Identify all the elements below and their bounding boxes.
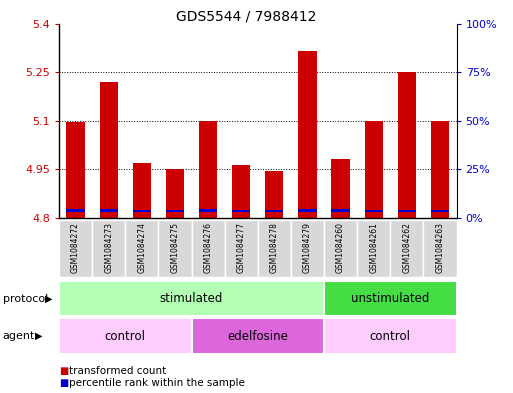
Text: edelfosine: edelfosine xyxy=(227,329,288,343)
Text: GDS5544 / 7988412: GDS5544 / 7988412 xyxy=(176,10,317,24)
Text: transformed count: transformed count xyxy=(69,366,167,376)
Bar xyxy=(232,165,250,218)
Bar xyxy=(159,220,191,277)
Bar xyxy=(331,209,350,212)
Text: GSM1084260: GSM1084260 xyxy=(336,222,345,273)
Bar xyxy=(265,210,284,212)
Text: GSM1084275: GSM1084275 xyxy=(170,222,180,273)
Text: ▶: ▶ xyxy=(35,331,43,341)
Bar xyxy=(365,210,383,212)
Bar xyxy=(299,51,317,218)
Bar xyxy=(258,220,291,277)
Text: GSM1084261: GSM1084261 xyxy=(369,222,378,273)
Bar xyxy=(423,220,457,277)
Text: stimulated: stimulated xyxy=(160,292,223,305)
Bar xyxy=(133,210,151,212)
Bar xyxy=(125,220,159,277)
Bar xyxy=(92,220,125,277)
Text: protocol: protocol xyxy=(3,294,48,304)
Text: ■: ■ xyxy=(59,366,68,376)
Bar xyxy=(324,281,457,316)
Bar xyxy=(232,210,250,212)
Bar xyxy=(67,209,85,212)
Bar xyxy=(59,220,92,277)
Bar xyxy=(100,209,118,212)
Text: ▶: ▶ xyxy=(45,294,53,304)
Text: agent: agent xyxy=(3,331,35,341)
Bar xyxy=(398,210,416,212)
Text: GSM1084279: GSM1084279 xyxy=(303,222,312,273)
Text: GSM1084277: GSM1084277 xyxy=(236,222,246,273)
Bar xyxy=(133,163,151,218)
Bar xyxy=(398,72,416,218)
Bar xyxy=(199,121,217,218)
Bar xyxy=(191,220,225,277)
Bar xyxy=(331,159,350,218)
Bar xyxy=(166,169,184,218)
Bar xyxy=(324,220,357,277)
Bar xyxy=(357,220,390,277)
Text: GSM1084276: GSM1084276 xyxy=(204,222,212,273)
Bar xyxy=(299,209,317,212)
Bar xyxy=(59,318,191,354)
Text: GSM1084273: GSM1084273 xyxy=(104,222,113,273)
Text: GSM1084263: GSM1084263 xyxy=(436,222,444,273)
Text: GSM1084272: GSM1084272 xyxy=(71,222,80,273)
Bar xyxy=(100,82,118,218)
Text: GSM1084278: GSM1084278 xyxy=(270,222,279,273)
Text: GSM1084274: GSM1084274 xyxy=(137,222,146,273)
Bar xyxy=(59,281,324,316)
Text: control: control xyxy=(105,329,146,343)
Bar xyxy=(324,318,457,354)
Bar xyxy=(191,318,324,354)
Bar xyxy=(199,209,217,212)
Bar xyxy=(431,121,449,218)
Bar xyxy=(390,220,423,277)
Bar xyxy=(166,210,184,212)
Bar xyxy=(265,171,284,218)
Bar xyxy=(67,123,85,218)
Bar xyxy=(225,220,258,277)
Text: percentile rank within the sample: percentile rank within the sample xyxy=(69,378,245,388)
Text: GSM1084262: GSM1084262 xyxy=(402,222,411,273)
Text: control: control xyxy=(370,329,411,343)
Bar xyxy=(365,121,383,218)
Bar xyxy=(431,210,449,212)
Bar xyxy=(291,220,324,277)
Text: ■: ■ xyxy=(59,378,68,388)
Text: unstimulated: unstimulated xyxy=(351,292,429,305)
